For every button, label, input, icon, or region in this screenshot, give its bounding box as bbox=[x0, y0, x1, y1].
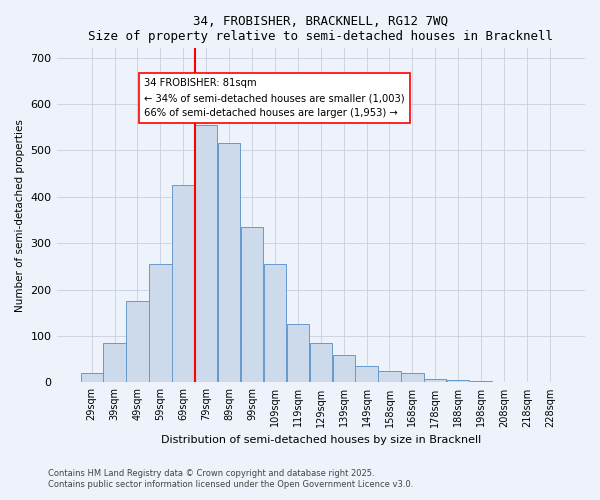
Bar bbox=[172, 185, 194, 382]
X-axis label: Distribution of semi-detached houses by size in Bracknell: Distribution of semi-detached houses by … bbox=[161, 435, 481, 445]
Bar bbox=[424, 378, 446, 382]
Bar bbox=[355, 366, 378, 382]
Bar bbox=[241, 227, 263, 382]
Text: 34 FROBISHER: 81sqm
← 34% of semi-detached houses are smaller (1,003)
66% of sem: 34 FROBISHER: 81sqm ← 34% of semi-detach… bbox=[145, 78, 405, 118]
Bar bbox=[103, 343, 125, 382]
Bar bbox=[332, 354, 355, 382]
Bar bbox=[470, 381, 492, 382]
Bar bbox=[310, 343, 332, 382]
Text: Contains HM Land Registry data © Crown copyright and database right 2025.: Contains HM Land Registry data © Crown c… bbox=[48, 469, 374, 478]
Bar bbox=[447, 380, 469, 382]
Bar bbox=[401, 373, 424, 382]
Bar bbox=[218, 144, 240, 382]
Bar bbox=[379, 371, 401, 382]
Y-axis label: Number of semi-detached properties: Number of semi-detached properties bbox=[15, 119, 25, 312]
Bar bbox=[80, 373, 103, 382]
Bar bbox=[264, 264, 286, 382]
Bar bbox=[149, 264, 172, 382]
Bar bbox=[287, 324, 309, 382]
Bar bbox=[195, 125, 217, 382]
Title: 34, FROBISHER, BRACKNELL, RG12 7WQ
Size of property relative to semi-detached ho: 34, FROBISHER, BRACKNELL, RG12 7WQ Size … bbox=[88, 15, 553, 43]
Text: Contains public sector information licensed under the Open Government Licence v3: Contains public sector information licen… bbox=[48, 480, 413, 489]
Bar bbox=[127, 301, 149, 382]
